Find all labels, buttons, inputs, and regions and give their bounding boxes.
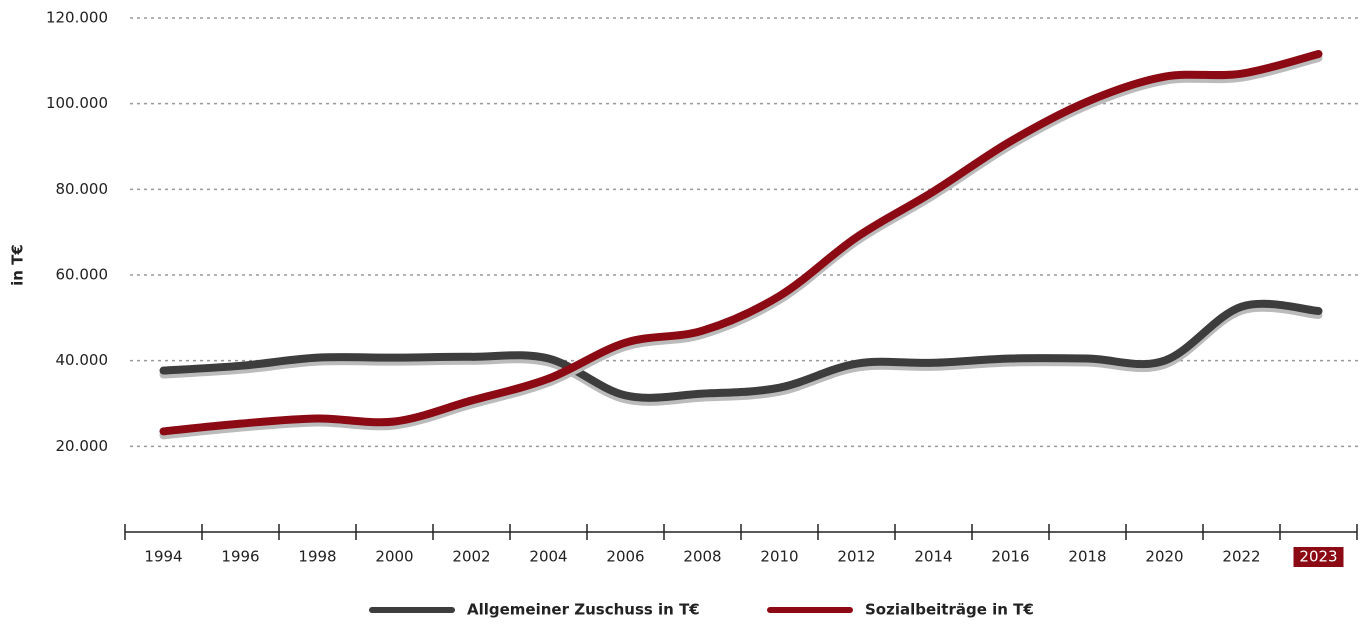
- x-tick-label: 2023: [1299, 548, 1337, 566]
- y-tick-label: 100.000: [46, 94, 108, 112]
- x-tick-label: 2014: [914, 548, 952, 566]
- x-tick-label: 1996: [221, 548, 259, 566]
- x-tick-label: 1994: [144, 548, 182, 566]
- y-tick-label: 120.000: [46, 9, 108, 27]
- x-tick-label: 2006: [606, 548, 644, 566]
- x-tick-label: 2020: [1145, 548, 1183, 566]
- x-tick-label: 2008: [683, 548, 721, 566]
- y-axis-label: in T€: [9, 244, 27, 286]
- line-shadow: [159, 53, 1323, 440]
- line: [159, 49, 1323, 436]
- x-tick-label: 2018: [1068, 548, 1106, 566]
- legend-label: Allgemeiner Zuschuss in T€: [467, 601, 700, 619]
- x-tick-label: 2016: [991, 548, 1029, 566]
- y-tick-label: 60.000: [56, 266, 109, 284]
- legend-label: Sozialbeiträge in T€: [865, 601, 1034, 619]
- x-tick-highlight: [1293, 547, 1344, 567]
- x-tick-label: 2004: [529, 548, 567, 566]
- x-tick-label: 2012: [837, 548, 875, 566]
- x-tick-label: 2002: [452, 548, 490, 566]
- line: [159, 299, 1323, 402]
- y-tick-label: 20.000: [56, 437, 109, 455]
- x-tick-label: 2022: [1222, 548, 1260, 566]
- y-tick-label: 80.000: [56, 180, 109, 198]
- y-tick-label: 40.000: [56, 351, 109, 369]
- x-tick-label: 2010: [760, 548, 798, 566]
- x-tick-label: 1998: [298, 548, 336, 566]
- x-tick-label: 2000: [375, 548, 413, 566]
